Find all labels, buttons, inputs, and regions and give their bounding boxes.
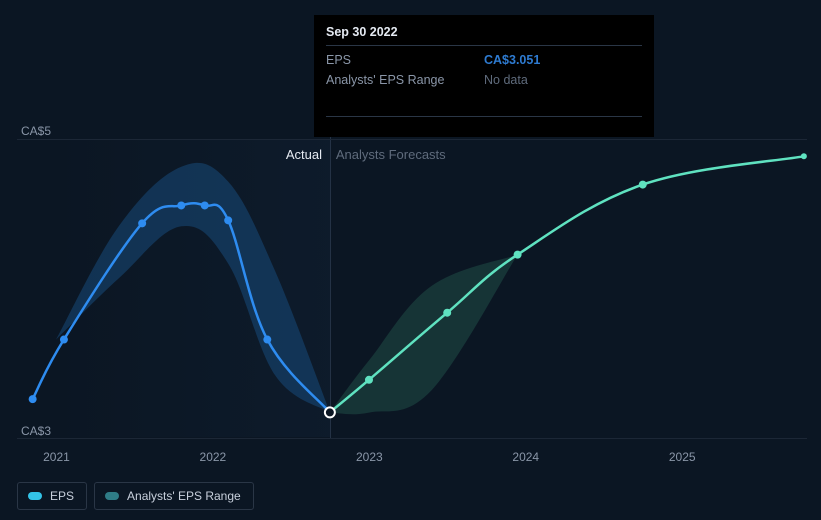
x-axis-label: 2024 xyxy=(512,450,539,464)
x-axis-label: 2022 xyxy=(200,450,227,464)
tooltip-value: CA$3.051 xyxy=(484,50,642,70)
legend-swatch-eps xyxy=(28,492,42,500)
gridline-bottom xyxy=(17,438,807,439)
tooltip-row-range: Analysts' EPS Range No data xyxy=(326,70,642,90)
tooltip-value: No data xyxy=(484,70,642,90)
x-axis-label: 2023 xyxy=(356,450,383,464)
chart-legend: EPS Analysts' EPS Range xyxy=(17,482,254,510)
legend-item-range[interactable]: Analysts' EPS Range xyxy=(94,482,254,510)
tooltip-row-eps: EPS CA$3.051 xyxy=(326,50,642,70)
chart-tooltip: Sep 30 2022 EPS CA$3.051 Analysts' EPS R… xyxy=(314,15,654,137)
legend-label: EPS xyxy=(50,489,74,503)
tooltip-divider xyxy=(326,116,642,117)
chart-svg xyxy=(17,122,807,438)
tooltip-key: EPS xyxy=(326,50,484,70)
x-axis-label: 2025 xyxy=(669,450,696,464)
tooltip-title: Sep 30 2022 xyxy=(326,25,642,46)
x-axis-label: 2021 xyxy=(43,450,70,464)
eps-chart[interactable] xyxy=(17,122,807,438)
tooltip-table: EPS CA$3.051 Analysts' EPS Range No data xyxy=(326,50,642,90)
legend-item-eps[interactable]: EPS xyxy=(17,482,87,510)
legend-swatch-range xyxy=(105,492,119,500)
legend-label: Analysts' EPS Range xyxy=(127,489,241,503)
tooltip-key: Analysts' EPS Range xyxy=(326,70,484,90)
